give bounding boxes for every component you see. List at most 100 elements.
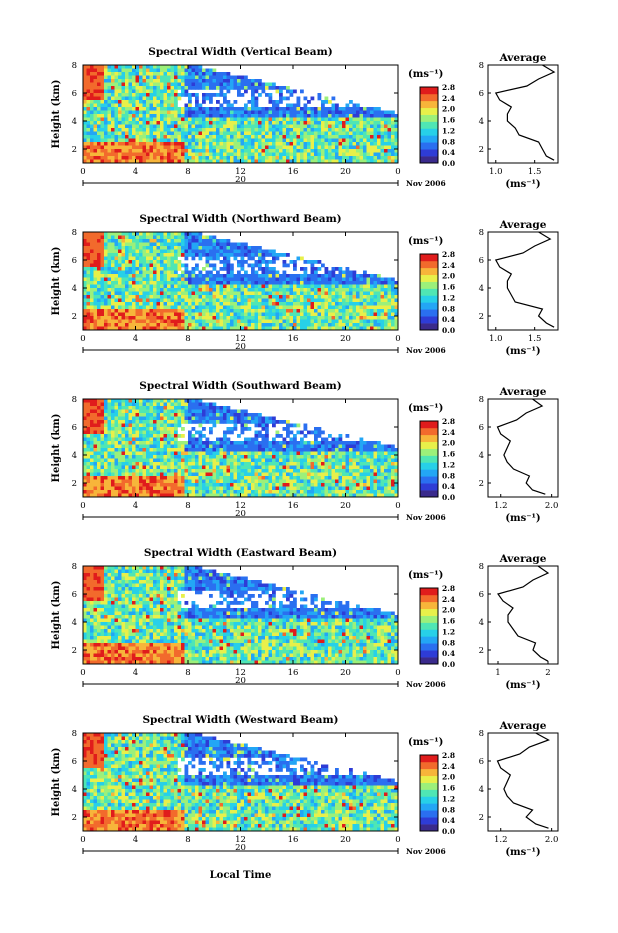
heatmap-cell: [311, 260, 315, 264]
heatmap-cell: [321, 153, 325, 157]
heatmap-cell: [153, 483, 157, 487]
heatmap-cell: [244, 246, 248, 250]
heatmap-cell: [97, 69, 101, 73]
heatmap-cell: [139, 271, 143, 275]
heatmap-cell: [199, 142, 203, 146]
heatmap-cell: [227, 288, 231, 292]
heatmap-cell: [391, 309, 395, 313]
heatmap-cell: [118, 399, 122, 403]
heatmap-cell: [157, 448, 161, 452]
heatmap-cell: [129, 274, 133, 278]
heatmap-cell: [160, 79, 164, 83]
heatmap-cell: [129, 441, 133, 445]
heatmap-cell: [223, 128, 227, 132]
heatmap-cell: [125, 413, 129, 417]
heatmap-cell: [111, 413, 115, 417]
heatmap-cell: [318, 132, 322, 136]
heatmap-cell: [90, 76, 94, 80]
heatmap-cell: [143, 114, 147, 118]
heatmap-cell: [391, 278, 395, 282]
heatmap-cell: [90, 438, 94, 442]
heatmap-cell: [90, 260, 94, 264]
heatmap-cell: [381, 153, 385, 157]
heatmap-cell: [164, 100, 168, 104]
heatmap-cell: [227, 320, 231, 324]
heatmap-cell: [101, 309, 105, 313]
heatmap-cell: [248, 253, 252, 257]
heatmap-cell: [146, 83, 150, 87]
heatmap-cell: [374, 107, 378, 111]
heatmap-cell: [265, 146, 269, 150]
heatmap-cell: [265, 292, 269, 296]
heatmap-cell: [101, 323, 105, 327]
heatmap-cell: [223, 323, 227, 327]
heatmap-cell: [125, 299, 129, 303]
heatmap-cell: [244, 118, 248, 122]
heatmap-cell: [304, 292, 308, 296]
heatmap-cell: [255, 306, 259, 310]
heatmap-cell: [262, 118, 266, 122]
heatmap-cell: [125, 79, 129, 83]
heatmap-cell: [97, 149, 101, 153]
heatmap-cell: [255, 316, 259, 320]
heatmap-cell: [153, 86, 157, 90]
heatmap-cell: [304, 139, 308, 143]
heatmap-cell: [216, 292, 220, 296]
heatmap-cell: [244, 271, 248, 275]
colorbar-swatch: [420, 87, 438, 94]
heatmap-cell: [83, 431, 87, 435]
heatmap-cell: [167, 278, 171, 282]
heatmap-cell: [129, 434, 133, 438]
heatmap-cell: [132, 79, 136, 83]
heatmap-cell: [150, 417, 154, 421]
heatmap-cell: [122, 466, 126, 470]
heatmap-cell: [153, 417, 157, 421]
heatmap-cell: [97, 72, 101, 76]
heatmap-cell: [216, 239, 220, 243]
heatmap-cell: [293, 111, 297, 115]
heatmap-cell: [83, 111, 87, 115]
heatmap-cell: [181, 236, 185, 240]
heatmap-cell: [297, 257, 301, 261]
heatmap-cell: [332, 313, 336, 317]
heatmap-cell: [251, 83, 255, 87]
heatmap-cell: [251, 306, 255, 310]
heatmap-cell: [220, 93, 224, 97]
heatmap-cell: [174, 466, 178, 470]
heatmap-cell: [174, 299, 178, 303]
heatmap-cell: [332, 111, 336, 115]
heatmap-cell: [146, 125, 150, 129]
heatmap-cell: [276, 309, 280, 313]
heatmap-cell: [370, 309, 374, 313]
heatmap-cell: [174, 424, 178, 428]
heatmap-cell: [195, 114, 199, 118]
heatmap-cell: [146, 487, 150, 491]
heatmap-cell: [174, 267, 178, 271]
heatmap-cell: [146, 403, 150, 407]
heatmap-cell: [314, 114, 318, 118]
heatmap-cell: [160, 403, 164, 407]
heatmap-cell: [248, 285, 252, 289]
colorbar-tick-label: 2.8: [442, 83, 455, 92]
heatmap-cell: [171, 323, 175, 327]
heatmap-cell: [251, 114, 255, 118]
heatmap-cell: [136, 239, 140, 243]
heatmap-cell: [136, 250, 140, 254]
heatmap-cell: [374, 128, 378, 132]
heatmap-cell: [185, 69, 189, 73]
heatmap-cell: [157, 306, 161, 310]
heatmap-cell: [206, 288, 210, 292]
heatmap-cell: [213, 299, 217, 303]
heatmap-cell: [178, 236, 182, 240]
heatmap-cell: [122, 132, 126, 136]
heatmap-cell: [139, 285, 143, 289]
heatmap-cell: [150, 76, 154, 80]
heatmap-cell: [174, 104, 178, 108]
heatmap-cell: [125, 111, 129, 115]
heatmap-cell: [104, 90, 108, 94]
heatmap-cell: [286, 264, 290, 268]
heatmap-cell: [118, 274, 122, 278]
heatmap-cell: [104, 93, 108, 97]
heatmap-cell: [244, 316, 248, 320]
heatmap-title: Spectral Width (Vertical Beam): [148, 46, 332, 58]
